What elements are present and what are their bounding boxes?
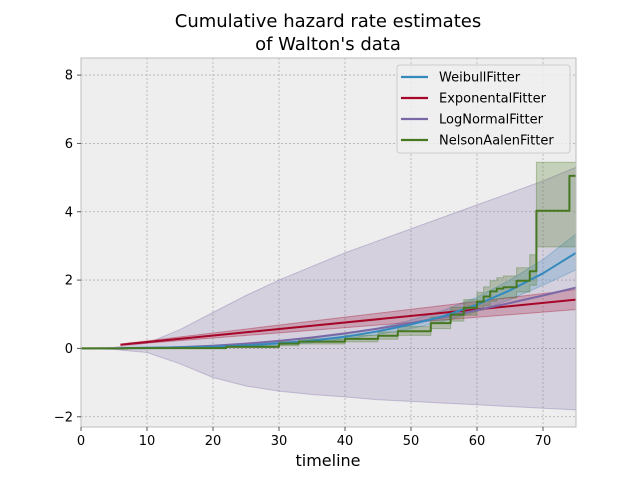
- x-tick-label: 60: [469, 434, 486, 449]
- x-tick-label: 50: [403, 434, 420, 449]
- y-tick-label: 8: [65, 69, 73, 84]
- nelsonaalenfitter-line: [81, 174, 576, 350]
- legend-label: WeibullFitter: [439, 71, 521, 86]
- legend-box: [396, 64, 571, 154]
- y-tick-label: 0: [65, 342, 73, 357]
- x-axis-ticks: 0 10 20 30 40 50 60 70: [77, 427, 551, 449]
- plot-frame: [80, 57, 577, 428]
- legend-label: NelsonAalenFitter: [439, 134, 554, 149]
- chart-title-line-1: Cumulative hazard rate estimates: [175, 11, 481, 32]
- legend: WeibullFitter ExponentalFitter LogNormalFi…: [396, 64, 571, 154]
- y-tick-label: 4: [65, 205, 73, 220]
- y-tick-label: −2: [54, 410, 73, 425]
- y-tick-label: 6: [65, 137, 73, 152]
- x-axis-label: timeline: [295, 451, 360, 470]
- chart-title: Cumulative hazard rate estimates of Walt…: [175, 11, 481, 55]
- legend-entry: WeibullFitter: [401, 71, 521, 86]
- y-axis-ticks: −2 0 2 4 6 8: [54, 69, 81, 425]
- x-tick-label: 20: [205, 434, 222, 449]
- series-lines: [81, 174, 577, 350]
- x-tick-label: 70: [535, 434, 552, 449]
- x-tick-label: 40: [337, 434, 354, 449]
- chart-title-line-2: of Walton's data: [255, 34, 401, 55]
- x-tick-label: 10: [139, 434, 156, 449]
- legend-label: LogNormalFitter: [439, 113, 544, 128]
- legend-entry: LogNormalFitter: [401, 113, 544, 128]
- legend-entry: NelsonAalenFitter: [401, 134, 554, 149]
- y-tick-label: 2: [65, 274, 73, 289]
- x-tick-label: 0: [77, 434, 85, 449]
- x-tick-label: 30: [271, 434, 288, 449]
- legend-entry: ExponentalFitter: [401, 92, 547, 107]
- legend-label: ExponentalFitter: [439, 92, 547, 107]
- exponentalfitter-line: [120, 298, 577, 346]
